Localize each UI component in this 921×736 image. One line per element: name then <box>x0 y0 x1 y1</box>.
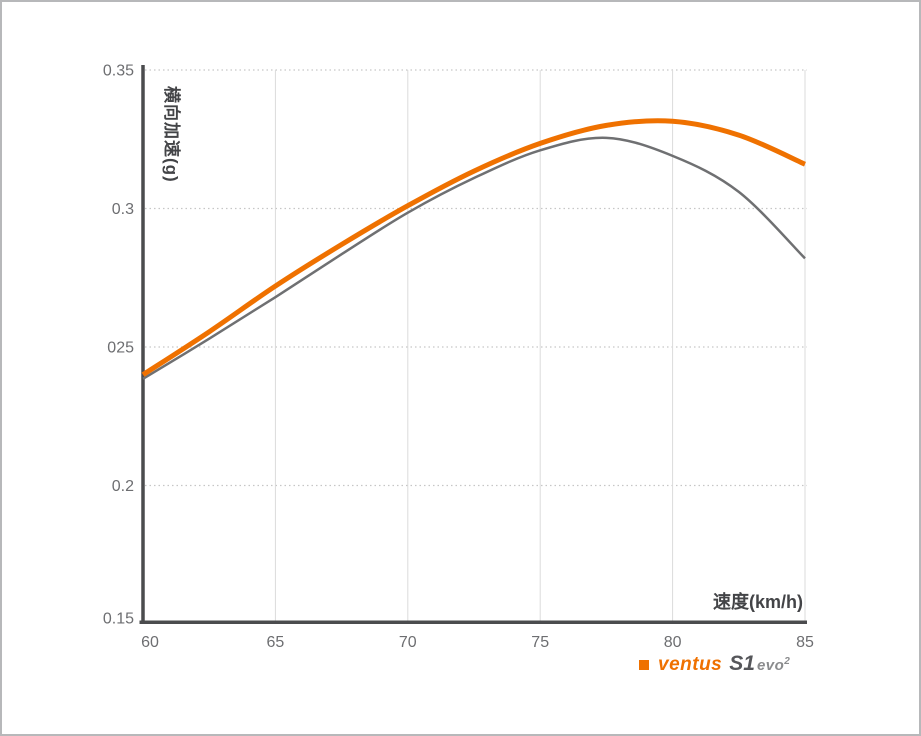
brand-name-ventus: ventus <box>658 654 723 675</box>
x-tick-label: 75 <box>531 634 549 651</box>
x-tick-label: 70 <box>399 634 417 651</box>
x-tick-label: 60 <box>141 634 159 651</box>
brand-suffix-text: evo <box>756 657 785 674</box>
brand-suffix-sup: 2 <box>784 656 791 667</box>
brand-suffix-evo: evo2 <box>757 656 790 674</box>
series-curve-gray <box>142 136 806 380</box>
brand-square-icon <box>639 659 649 670</box>
x-tick-label: 65 <box>267 634 285 651</box>
y-tick-label: 0.15 <box>103 611 134 628</box>
y-axis-title: 横向加速(g) <box>162 86 181 183</box>
x-axis-title: 速度(km/h) <box>713 592 803 612</box>
y-tick-label: 0.2 <box>112 478 134 495</box>
brand-logo: ventus S1 evo2 <box>639 652 790 676</box>
x-tick-label: 80 <box>664 634 682 651</box>
series-curve-orange <box>141 118 807 377</box>
y-tick-label: 0.3 <box>112 201 134 218</box>
y-tick-label: 0.35 <box>103 63 134 80</box>
y-tick-label: 025 <box>107 340 134 357</box>
x-tick-label: 85 <box>796 634 814 651</box>
brand-model-s1: S1 <box>729 652 755 675</box>
